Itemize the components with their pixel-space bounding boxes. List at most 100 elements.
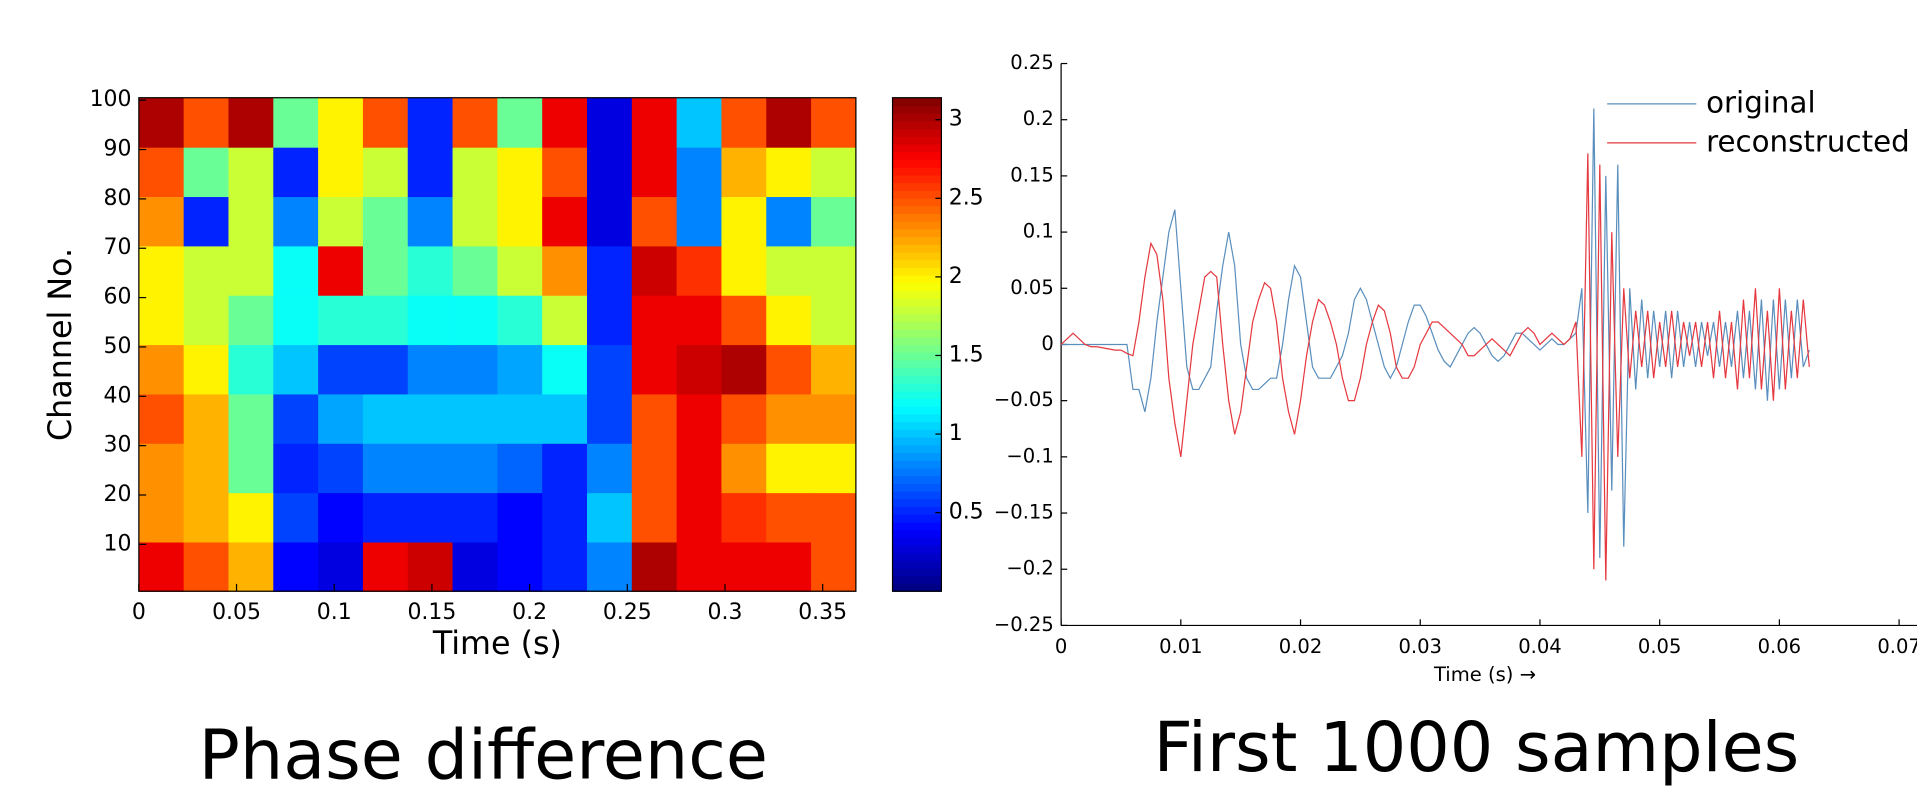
colorbar-segment [892,529,942,538]
heat-cell [452,393,498,444]
heat-cell [676,344,723,395]
y-axis-label: Channel No. [43,248,79,441]
y-tick-label: 50 [104,334,132,359]
x-tick-label: 0.03 [1398,635,1442,658]
heat-cell [318,443,364,494]
y-tick-label: 0.05 [1010,276,1054,299]
heat-cell [407,295,454,346]
x-tick-label: 0.3 [708,600,743,625]
chart-title: First 1000 samples [1154,709,1800,788]
heat-cell [407,97,454,148]
heat-cell [542,196,588,247]
heat-cell [631,97,678,148]
colorbar-segment [892,182,942,191]
heat-cell [586,295,633,346]
heat-cell [228,344,274,395]
x-tick-label: 0.04 [1518,635,1562,658]
colorbar-segment [892,583,942,592]
heat-cell [721,443,767,494]
heat-cell [766,295,812,346]
y-tick-label: −0.15 [994,501,1054,524]
heat-cell [811,97,857,148]
heat-cell [183,196,230,247]
heat-cell [721,147,767,198]
colorbar-segment [892,398,942,407]
colorbar-segment [892,390,942,400]
heat-cell [811,295,857,346]
heat-cell [676,443,723,494]
heat-cell [497,147,543,198]
heat-cell [542,492,588,543]
colorbar-segment [892,483,942,492]
heat-cell [273,541,319,592]
heat-cell [362,245,409,296]
heat-cell [631,492,678,543]
heat-cell [407,443,454,494]
colorbar-tick-label: 3 [949,107,963,132]
heat-cell [497,295,543,346]
heat-cell [407,393,454,444]
heat-cell [362,344,409,395]
heat-cell [362,97,409,148]
series-line [1061,108,1810,559]
y-tick-label: 0 [1041,332,1053,355]
heat-cell [183,245,230,296]
colorbar-segment [892,437,942,446]
heat-cell [497,541,543,592]
heat-cell [586,196,633,247]
y-tick-label: 20 [104,482,132,507]
heat-cell [273,492,319,543]
colorbar-segment [892,359,942,369]
y-tick-label: 10 [104,531,132,556]
colorbar-segment [892,228,942,238]
heat-cell [497,492,543,543]
heat-cell [228,147,274,198]
heat-cell [766,393,812,444]
colorbar-segment [892,174,942,184]
heat-cell [183,443,230,494]
y-tick-label: 0.25 [1010,51,1054,74]
x-tick-label: 0.25 [603,600,652,625]
heat-cell [721,393,767,444]
heat-cell [721,97,767,148]
heat-cell [452,541,498,592]
y-tick-label: 0.2 [1023,107,1054,130]
heat-cell [721,245,767,296]
heat-cell [766,344,812,395]
y-tick-label: 70 [104,235,132,260]
heat-cell [273,196,319,247]
colorbar-segment [892,568,942,577]
heat-cell [452,344,498,395]
colorbar-tick-label: 2.5 [949,185,984,210]
y-tick-label: 100 [90,87,132,112]
x-tick-label: 0.05 [1638,635,1682,658]
heat-cell [452,245,498,296]
heat-cell [542,245,588,296]
heat-cell [183,492,230,543]
heat-cell [586,541,633,592]
heat-cell [631,443,678,494]
colorbar-segment [892,521,942,531]
heat-cell [138,443,185,494]
x-tick-label: 0.01 [1159,635,1203,658]
heat-cell [183,541,230,592]
y-tick-label: 80 [104,186,132,211]
heat-cell [452,295,498,346]
heat-cell [586,492,633,543]
colorbar-segment [892,113,942,122]
heat-cell [497,393,543,444]
heat-cell [452,97,498,148]
y-tick-label: −0.2 [1006,557,1053,580]
colorbar-segment [892,105,942,114]
heat-cell [766,443,812,494]
heat-cell [542,97,588,148]
y-tick-label: 90 [104,137,132,162]
colorbar-segment [892,552,942,561]
heat-cell [407,344,454,395]
colorbar-segment [892,151,942,161]
heat-cell [228,443,274,494]
colorbar-segment [892,429,942,438]
colorbar-segment [892,544,942,554]
colorbar-segment [892,452,942,461]
